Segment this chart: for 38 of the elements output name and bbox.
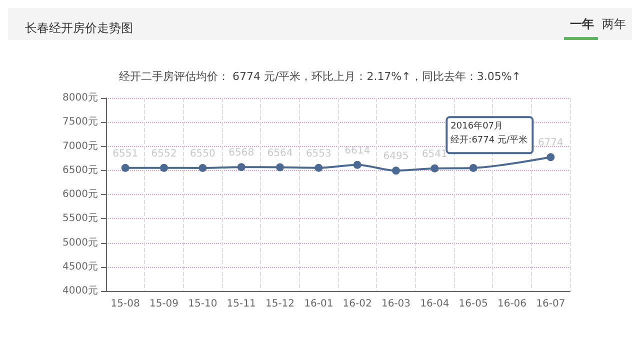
point <box>121 164 130 172</box>
annotation: 2016年07月 <box>450 120 504 132</box>
x-tick-label: 15-10 <box>188 298 218 310</box>
x-tick-label: 16-02 <box>342 298 372 310</box>
y-tick-label: 8000元 <box>62 92 98 104</box>
x-tick-label: 15-12 <box>265 298 295 310</box>
x-tick-label: 16-04 <box>420 298 450 310</box>
y-tick-label: 6500元 <box>62 164 98 176</box>
x-tick-label: 16-01 <box>304 298 334 310</box>
point <box>198 164 207 172</box>
x-tick-label: 16-03 <box>381 298 411 310</box>
y-tick-label: 6000元 <box>62 189 98 200</box>
point <box>353 160 362 169</box>
point <box>160 164 168 172</box>
point <box>430 164 439 172</box>
annotation: 经开:6774 元/平米 <box>450 134 528 146</box>
x-tick-label: 16-07 <box>536 298 566 310</box>
point <box>392 166 400 175</box>
x-tick-label: 16-05 <box>458 298 488 310</box>
y-tick-label: 7500元 <box>62 116 98 128</box>
y-tick-label: 5000元 <box>62 237 98 248</box>
point <box>469 164 478 172</box>
point <box>314 164 323 172</box>
text: 一年 <box>570 17 594 31</box>
y-tick-label: 4000元 <box>62 286 98 296</box>
point <box>237 163 246 172</box>
x-tick-label: 15-11 <box>226 298 256 310</box>
chart-subtitle: 经开二手房评估均价： 6774 元/平米，环比上月：2.17%↑，同比去年：3.05%↑ <box>118 70 522 83</box>
y-tick-label: 4500元 <box>62 261 98 272</box>
y-tick-label: 5500元 <box>62 213 98 224</box>
x-tick-label: 15-09 <box>149 298 179 310</box>
y-tick-label: 7000元 <box>62 140 98 152</box>
text: 两年 <box>602 17 626 31</box>
point <box>546 153 555 162</box>
x-tick-label: 16-06 <box>497 298 527 310</box>
x-tick-label: 15-08 <box>110 298 140 310</box>
chart-title: 长春经开房价走势图 <box>25 21 133 35</box>
point <box>276 163 284 172</box>
